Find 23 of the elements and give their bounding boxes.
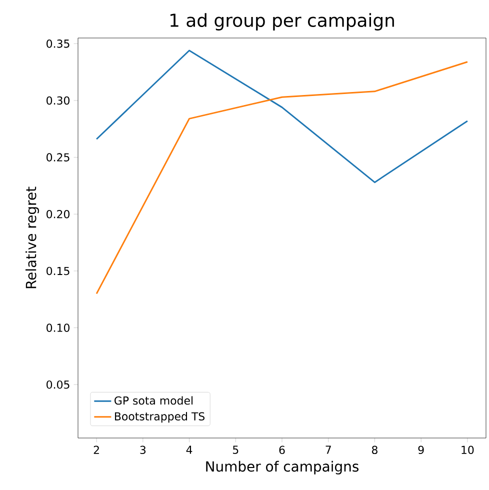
x-axis-title: Number of campaigns — [206, 460, 359, 474]
chart-title: 1 ad group per campaign — [170, 13, 394, 30]
y-tick-label: 0.20 — [46, 210, 70, 218]
line-series — [96, 50, 468, 184]
x-tick-label: 9 — [418, 446, 424, 454]
x-tick-label: 2 — [94, 446, 99, 454]
x-tick-label: 8 — [372, 446, 378, 454]
line-series — [96, 61, 468, 294]
y-tick-label: 0.15 — [46, 266, 70, 276]
legend-label: GP sota model — [114, 396, 193, 405]
x-tick-label: 7 — [326, 446, 331, 454]
y-tick-label: 0.35 — [46, 40, 70, 48]
x-tick-label: 4 — [186, 446, 192, 454]
legend-label: Bootstrapped TS — [115, 412, 205, 423]
y-tick-label: 0.30 — [46, 96, 70, 105]
y-axis-title: Relative regret — [25, 186, 39, 288]
x-tick-label: 5 — [232, 446, 238, 454]
y-tick-label: 0.05 — [46, 380, 70, 389]
y-tick-label: 0.25 — [46, 153, 70, 162]
x-tick-label: 3 — [140, 446, 146, 454]
x-tick-label: 6 — [279, 446, 285, 454]
y-tick-label: 0.10 — [46, 324, 70, 332]
x-tick-label: 10 — [462, 446, 474, 454]
